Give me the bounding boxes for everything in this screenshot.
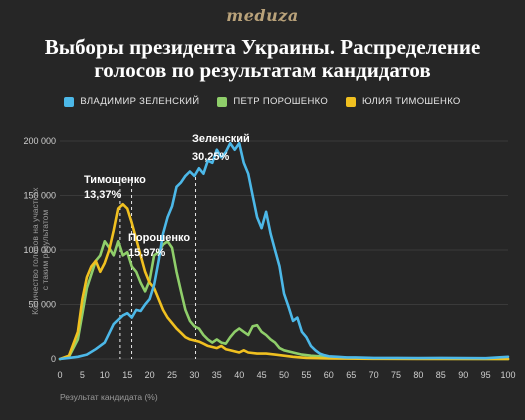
y-tick-label: 200 000 <box>23 136 56 146</box>
x-tick-label: 100 <box>500 370 515 380</box>
annotation-labels-layer: Зеленский 30,25% Тимошенко 13,37% Порошенко 1… <box>84 133 250 259</box>
y-axis-title: Количество голосов на участках с таким р… <box>30 185 50 315</box>
legend-label-zelensky: ВЛАДИМИР ЗЕЛЕНСКИЙ <box>80 96 200 107</box>
y-tick-label: 100 000 <box>23 245 56 255</box>
y-tick-label: 50 000 <box>28 300 56 310</box>
y-tick-label: 150 000 <box>23 191 56 201</box>
annotation-value: 30,25% <box>192 151 230 163</box>
legend-swatch-tymoshenko <box>346 96 357 107</box>
x-tick-label: 35 <box>212 370 222 380</box>
series-line-tymoshenko <box>58 202 510 361</box>
legend-swatch-poroshenko <box>217 96 228 107</box>
brand-logo: meduza <box>226 6 299 25</box>
x-tick-label: 10 <box>100 370 110 380</box>
x-tick-label: 70 <box>369 370 379 380</box>
x-tick-label: 40 <box>234 370 244 380</box>
annotation-name: Зеленский <box>192 133 250 145</box>
legend-item-zelensky: ВЛАДИМИР ЗЕЛЕНСКИЙ <box>64 96 199 107</box>
y-tick-label: 0 <box>51 354 56 364</box>
chart-title: Выборы президента Украины. Распределение… <box>0 36 525 82</box>
chart-title-line2: голосов по результатам кандидатов <box>94 58 431 82</box>
x-tick-label: 50 <box>279 370 289 380</box>
grid-layer <box>60 140 508 360</box>
legend-swatch-zelensky <box>64 96 75 107</box>
series-line-zelensky <box>58 141 510 361</box>
y-axis-title-line2: с таким результатом <box>40 210 50 291</box>
annotation-value: 15,97% <box>128 247 166 259</box>
x-tick-label: 80 <box>413 370 423 380</box>
legend-label-tymoshenko: ЮЛИЯ ТИМОШЕНКО <box>362 96 461 107</box>
x-axis-title: Результат кандидата (%) <box>60 392 158 402</box>
legend-item-poroshenko: ПЕТР ПОРОШЕНКО <box>217 96 328 107</box>
x-tick-label: 55 <box>301 370 311 380</box>
annotation-name: Порошенко <box>128 232 190 244</box>
series-layer <box>58 141 510 361</box>
series-line-poroshenko <box>58 240 510 361</box>
x-tick-label: 60 <box>324 370 334 380</box>
x-tick-label: 75 <box>391 370 401 380</box>
legend-label-poroshenko: ПЕТР ПОРОШЕНКО <box>233 96 329 107</box>
x-tick-label: 25 <box>167 370 177 380</box>
annotation-name: Тимошенко <box>84 174 146 186</box>
x-tick-label: 45 <box>257 370 267 380</box>
chart-legend: ВЛАДИМИР ЗЕЛЕНСКИЙ ПЕТР ПОРОШЕНКО ЮЛИЯ Т… <box>0 96 525 107</box>
x-tick-label: 95 <box>481 370 491 380</box>
annotation-value: 13,37% <box>84 189 122 201</box>
x-tick-label: 90 <box>458 370 468 380</box>
x-tick-label: 30 <box>189 370 199 380</box>
x-tick-label: 0 <box>57 370 62 380</box>
axis-layer: 0 50 000 100 000 150 000 200 000 0 5 10 15 20 25 30… <box>23 136 515 380</box>
x-tick-label: 15 <box>122 370 132 380</box>
x-tick-label: 20 <box>145 370 155 380</box>
x-tick-label: 5 <box>80 370 85 380</box>
chart-title-line1: Выборы президента Украины. Распределение <box>44 35 481 59</box>
x-tick-label: 65 <box>346 370 356 380</box>
x-tick-label: 85 <box>436 370 446 380</box>
legend-item-tymoshenko: ЮЛИЯ ТИМОШЕНКО <box>346 96 461 107</box>
y-axis-title-line1: Количество голосов на участках <box>30 187 40 315</box>
